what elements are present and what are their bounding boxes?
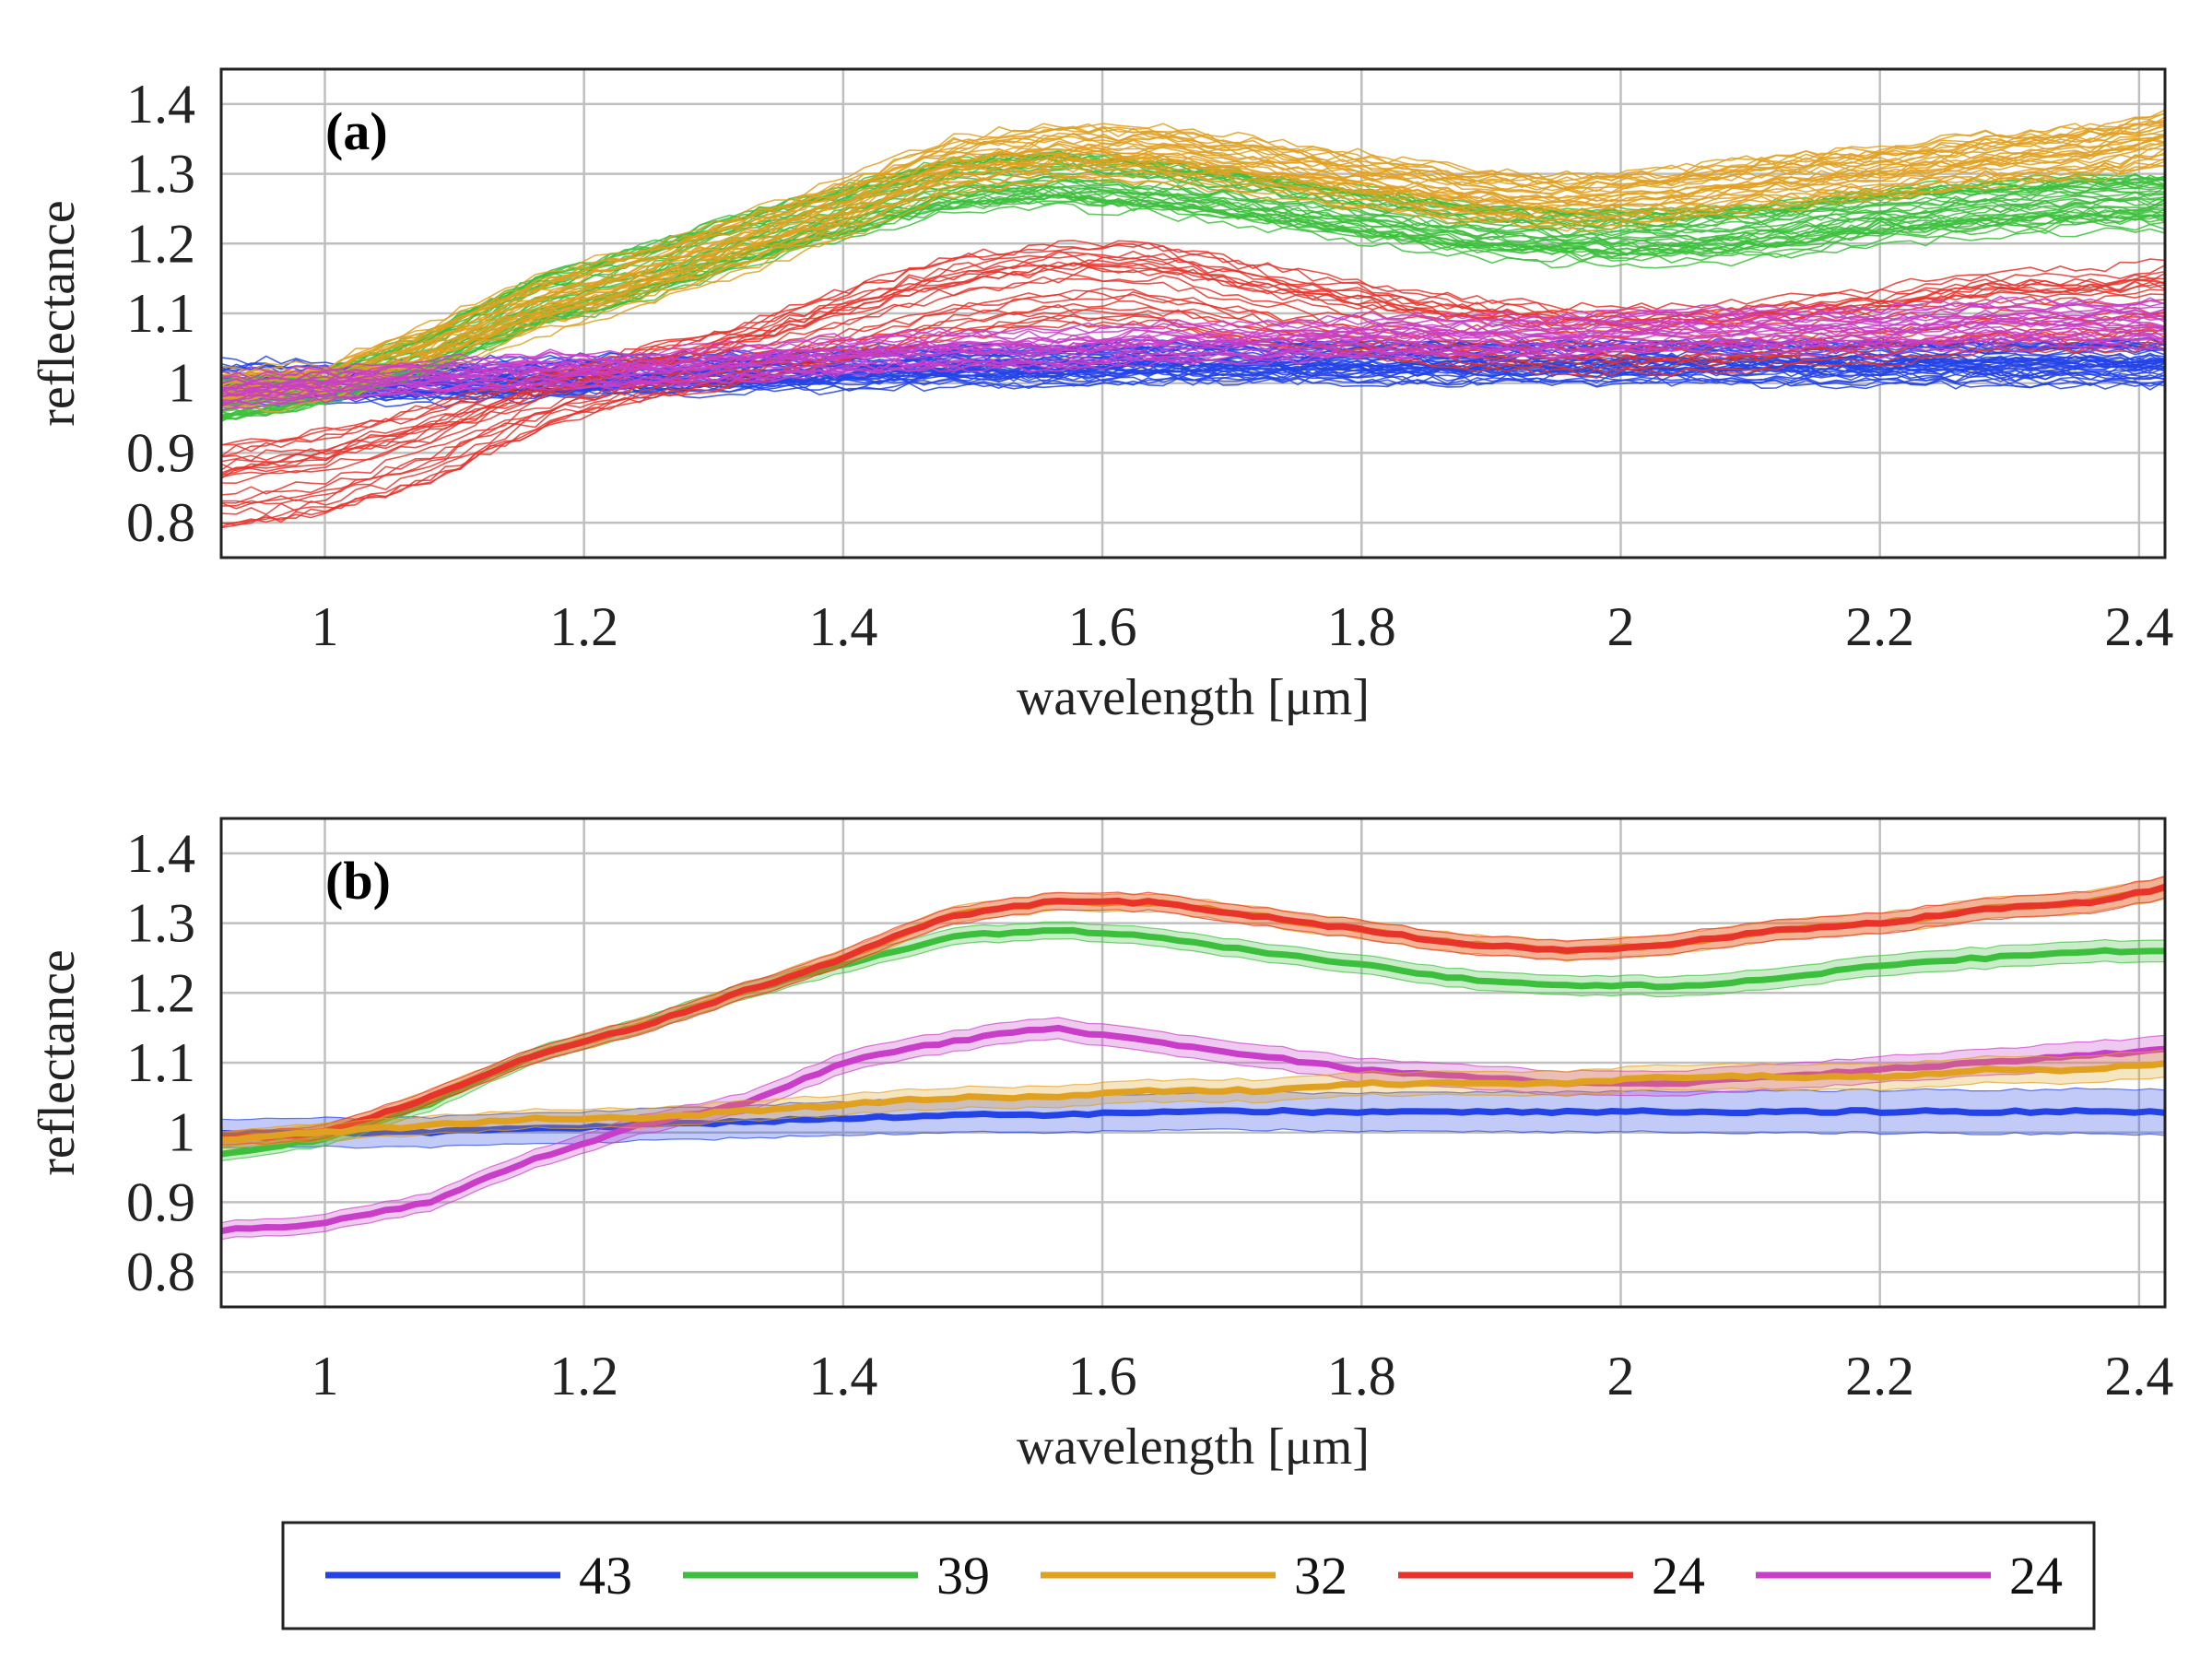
spectrum-line-24	[221, 326, 2165, 407]
spectrum-line-24	[221, 319, 2165, 528]
mean-line-24	[221, 1024, 2165, 1235]
x-tick-label: 2.2	[1845, 1346, 1914, 1406]
y-tick-label: 1.3	[126, 893, 195, 954]
y-tick-label: 1.3	[126, 144, 195, 205]
panel-tag: (b)	[325, 851, 391, 911]
y-tick-label: 1.2	[126, 213, 195, 274]
spectrum-line-32	[221, 112, 2165, 372]
panel-tag: (a)	[325, 101, 388, 161]
spectrum-line-32	[221, 120, 2165, 379]
spectrum-line-32	[221, 129, 2165, 391]
spectrum-line-32	[221, 109, 2165, 380]
legend: 43 39 32 24 24	[281, 1521, 2096, 1630]
spectrum-line-32	[221, 138, 2165, 395]
y-tick-label: 1	[168, 353, 195, 414]
spectrum-line-39	[221, 174, 2165, 404]
y-tick-label: 1.4	[126, 74, 195, 135]
x-tick-label: 2.4	[2104, 596, 2173, 657]
x-tick-label: 1.8	[1327, 596, 1396, 657]
plot-frame	[219, 67, 2167, 559]
spectrum-line-32	[221, 152, 2165, 408]
x-tick-label: 1.8	[1327, 1346, 1396, 1406]
x-tick-label: 2	[1606, 1346, 1634, 1406]
x-tick-label: 2	[1606, 596, 1634, 657]
mean-line-32	[221, 1060, 2165, 1144]
spectrum-line-24	[221, 343, 2165, 407]
panel-b: 1 1.2 1.4 1.6 1.8 2 2.2 2.4 0.8 0.9 1 1.1 1.2 1.3 1.4 w…	[29, 817, 2173, 1476]
plot-area	[221, 109, 2165, 529]
spectrum-line-32	[221, 119, 2165, 378]
spectrum-line-24	[221, 332, 2165, 403]
spectrum-line-32	[221, 116, 2165, 391]
spectrum-line-24	[221, 307, 2165, 384]
x-tick-label: 1.6	[1068, 1346, 1137, 1406]
legend-label: 32	[1294, 1546, 1347, 1606]
spectrum-line-32	[221, 133, 2165, 376]
spectrum-line-24	[221, 262, 2165, 479]
y-tick-label: 0.9	[126, 1171, 195, 1232]
y-tick-label: 1.2	[126, 962, 195, 1023]
spectrum-line-32	[221, 135, 2165, 406]
legend-label: 43	[579, 1546, 632, 1606]
y-tick-label: 0.8	[126, 1241, 195, 1302]
mean-line-24	[221, 883, 2165, 1142]
y-tick-label: 0.9	[126, 422, 195, 483]
spectrum-line-39	[221, 178, 2165, 407]
spectrum-line-24	[221, 319, 2165, 397]
spectrum-line-24	[221, 317, 2165, 389]
x-axis-label: wavelength [μm]	[1017, 669, 1370, 726]
y-tick-label: 1	[168, 1102, 195, 1163]
x-tick-label: 1.4	[808, 596, 877, 657]
plot-frame	[219, 817, 2167, 1309]
spectrum-line-24	[221, 320, 2165, 390]
legend-label: 24	[1652, 1546, 1705, 1606]
spectrum-line-24	[221, 333, 2165, 411]
spectrum-line-32	[221, 119, 2165, 388]
spectrum-line-24	[221, 296, 2165, 379]
y-axis-label: reflectance	[29, 200, 86, 427]
x-tick-label: 1.4	[808, 1346, 877, 1406]
panel-a: 1 1.2 1.4 1.6 1.8 2 2.2 2.4 0.8 0.9 1 1.1 1.2 1.3 1.4 w…	[29, 67, 2173, 726]
spectrum-line-39	[221, 156, 2165, 391]
x-tick-label: 1.2	[549, 1346, 618, 1406]
x-tick-label: 1.2	[549, 596, 618, 657]
spread-band-32	[221, 1049, 2165, 1149]
spectrum-line-39	[221, 193, 2165, 418]
spectrum-line-32	[221, 112, 2165, 380]
x-tick-label: 2.4	[2104, 1346, 2173, 1406]
y-tick-label: 1.1	[126, 1032, 195, 1093]
x-axis-label: wavelength [μm]	[1017, 1418, 1370, 1476]
x-tick-label: 2.2	[1845, 596, 1914, 657]
spread-band-24	[221, 1017, 2165, 1241]
x-tick-label: 1	[311, 1346, 338, 1406]
legend-label: 24	[2009, 1546, 2063, 1606]
plot-area	[221, 875, 2165, 1241]
spectrum-line-24	[221, 300, 2165, 510]
y-tick-label: 1.4	[126, 823, 195, 884]
spectrum-line-24	[221, 241, 2165, 457]
spectrum-line-24	[221, 287, 2165, 496]
legend-label: 39	[936, 1546, 990, 1606]
spectrum-line-32	[221, 135, 2165, 403]
spectrum-line-32	[221, 144, 2165, 399]
y-tick-label: 1.1	[126, 283, 195, 344]
y-axis-label: reflectance	[29, 949, 86, 1176]
x-tick-label: 1.6	[1068, 596, 1137, 657]
spectrum-line-32	[221, 163, 2165, 413]
spectrum-line-24	[221, 309, 2165, 516]
x-tick-label: 1	[311, 596, 338, 657]
y-tick-label: 0.8	[126, 492, 195, 553]
